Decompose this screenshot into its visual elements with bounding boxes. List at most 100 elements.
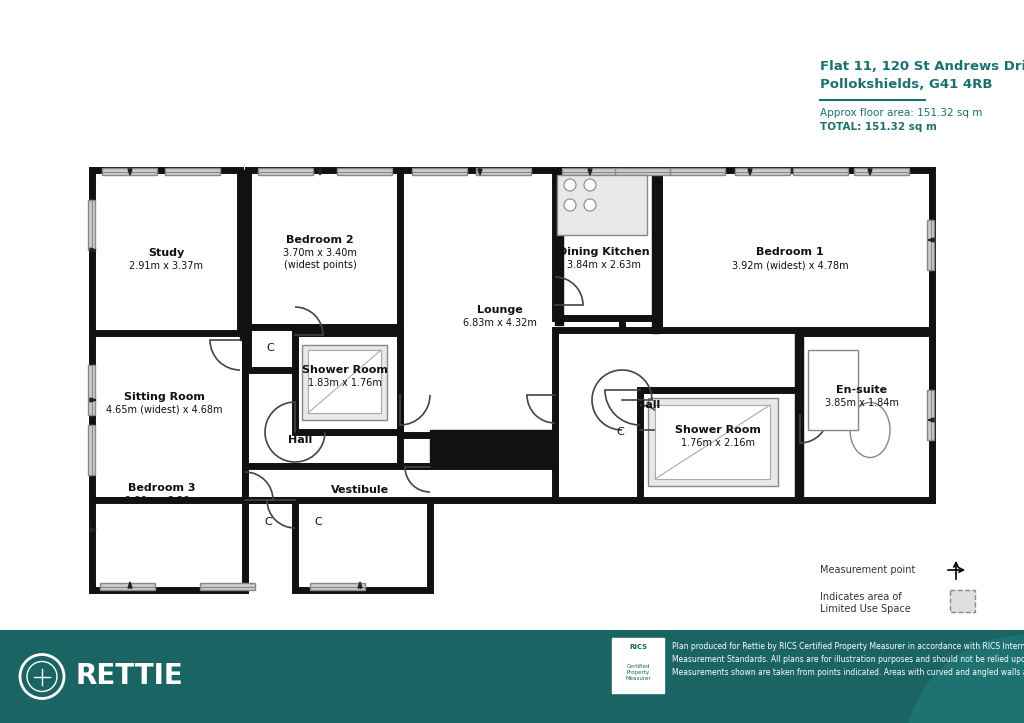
- Text: 1.76m x 2.16m: 1.76m x 2.16m: [681, 438, 755, 448]
- Text: C: C: [314, 517, 322, 527]
- Bar: [308, 350, 381, 413]
- Bar: [670, 168, 725, 175]
- Polygon shape: [128, 582, 132, 588]
- Text: Shower Room: Shower Room: [302, 365, 388, 375]
- Bar: [557, 175, 647, 235]
- Text: (widest points): (widest points): [284, 260, 356, 270]
- Bar: [793, 168, 848, 175]
- Text: Bedroom 3: Bedroom 3: [128, 483, 196, 493]
- Bar: [245, 466, 555, 500]
- Polygon shape: [358, 582, 362, 588]
- Text: C: C: [266, 343, 273, 353]
- Text: Plan produced for Rettie by RICS Certified Property Measurer in accordance with : Plan produced for Rettie by RICS Certifi…: [672, 642, 1024, 677]
- Bar: [655, 405, 770, 479]
- Bar: [165, 168, 220, 175]
- Bar: [295, 466, 430, 590]
- Bar: [640, 390, 800, 500]
- Polygon shape: [748, 169, 752, 175]
- Bar: [92, 168, 932, 588]
- Bar: [400, 170, 622, 435]
- Bar: [795, 333, 803, 500]
- Bar: [412, 168, 467, 175]
- Text: Shower Room: Shower Room: [675, 425, 761, 435]
- Circle shape: [564, 199, 575, 211]
- Text: Lounge: Lounge: [477, 305, 523, 315]
- Polygon shape: [90, 528, 96, 532]
- Text: 2.91m x 3.37m: 2.91m x 3.37m: [129, 261, 203, 271]
- Text: En-suite: En-suite: [837, 385, 888, 395]
- Text: Hall: Hall: [288, 435, 312, 445]
- Polygon shape: [478, 169, 482, 175]
- Bar: [648, 398, 778, 486]
- Text: Measurement point: Measurement point: [820, 565, 915, 575]
- Circle shape: [564, 179, 575, 191]
- Text: Bedroom 2: Bedroom 2: [286, 235, 354, 245]
- Ellipse shape: [850, 403, 890, 458]
- Text: Certified
Property
Measurer: Certified Property Measurer: [626, 664, 651, 681]
- Text: Flat 11, 120 St Andrews Drive: Flat 11, 120 St Andrews Drive: [820, 60, 1024, 73]
- Bar: [800, 333, 932, 500]
- Text: Indicates area of
Limited Use Space: Indicates area of Limited Use Space: [820, 592, 910, 614]
- Text: Approx floor area: 151.32 sq m: Approx floor area: 151.32 sq m: [820, 108, 982, 118]
- Bar: [102, 168, 157, 175]
- Bar: [92, 333, 245, 500]
- Text: C: C: [616, 427, 624, 437]
- Bar: [310, 583, 365, 590]
- Circle shape: [904, 635, 1024, 723]
- Text: RICS: RICS: [629, 644, 647, 650]
- Bar: [615, 168, 670, 175]
- Bar: [555, 170, 656, 318]
- Text: 6.83m x 4.32m: 6.83m x 4.32m: [463, 318, 537, 328]
- Polygon shape: [90, 248, 96, 252]
- Bar: [92, 500, 245, 590]
- Bar: [652, 170, 659, 333]
- Text: 1.83m x 1.76m: 1.83m x 1.76m: [308, 378, 382, 388]
- Bar: [555, 170, 563, 325]
- Bar: [258, 168, 313, 175]
- Text: 3.70m x 3.40m: 3.70m x 3.40m: [283, 248, 357, 258]
- Text: TOTAL: 151.32 sq m: TOTAL: 151.32 sq m: [820, 122, 937, 132]
- Circle shape: [584, 179, 596, 191]
- Bar: [950, 590, 975, 612]
- Text: 3.92m (widest) x 4.78m: 3.92m (widest) x 4.78m: [732, 260, 848, 270]
- Polygon shape: [588, 169, 592, 175]
- Bar: [100, 583, 155, 590]
- Bar: [248, 170, 400, 327]
- Bar: [476, 168, 531, 175]
- Bar: [295, 333, 400, 432]
- Bar: [927, 220, 934, 270]
- Polygon shape: [928, 418, 934, 422]
- Bar: [735, 168, 790, 175]
- Text: 2.86m x 3.28m: 2.86m x 3.28m: [125, 496, 199, 506]
- Text: Dining Kitchen: Dining Kitchen: [558, 247, 650, 257]
- Text: 3.84m x 2.63m: 3.84m x 2.63m: [567, 260, 641, 270]
- Bar: [808, 350, 858, 430]
- Text: RETTIE: RETTIE: [75, 662, 182, 690]
- Polygon shape: [318, 169, 322, 175]
- Bar: [555, 330, 932, 500]
- Text: Pollokshields, G41 4RB: Pollokshields, G41 4RB: [820, 78, 992, 91]
- Polygon shape: [928, 238, 934, 242]
- Text: Vestibule: Vestibule: [331, 485, 389, 495]
- Bar: [302, 345, 387, 420]
- Polygon shape: [128, 169, 132, 175]
- Text: Bedroom 1: Bedroom 1: [756, 247, 824, 257]
- Text: C: C: [264, 517, 272, 527]
- Text: Sitting Room: Sitting Room: [124, 392, 205, 402]
- Bar: [337, 168, 392, 175]
- Bar: [0, 630, 1024, 723]
- Bar: [92, 170, 240, 340]
- Bar: [88, 365, 95, 415]
- Text: 3.85m x 1.84m: 3.85m x 1.84m: [825, 398, 899, 408]
- Polygon shape: [868, 169, 872, 175]
- Bar: [240, 170, 248, 340]
- Bar: [659, 170, 932, 333]
- Bar: [430, 430, 555, 466]
- Text: 4.65m (widest) x 4.68m: 4.65m (widest) x 4.68m: [105, 405, 222, 415]
- Text: Hall: Hall: [636, 400, 660, 410]
- Bar: [200, 583, 255, 590]
- Circle shape: [584, 199, 596, 211]
- Bar: [88, 425, 95, 475]
- Text: Study: Study: [147, 248, 184, 258]
- Bar: [854, 168, 909, 175]
